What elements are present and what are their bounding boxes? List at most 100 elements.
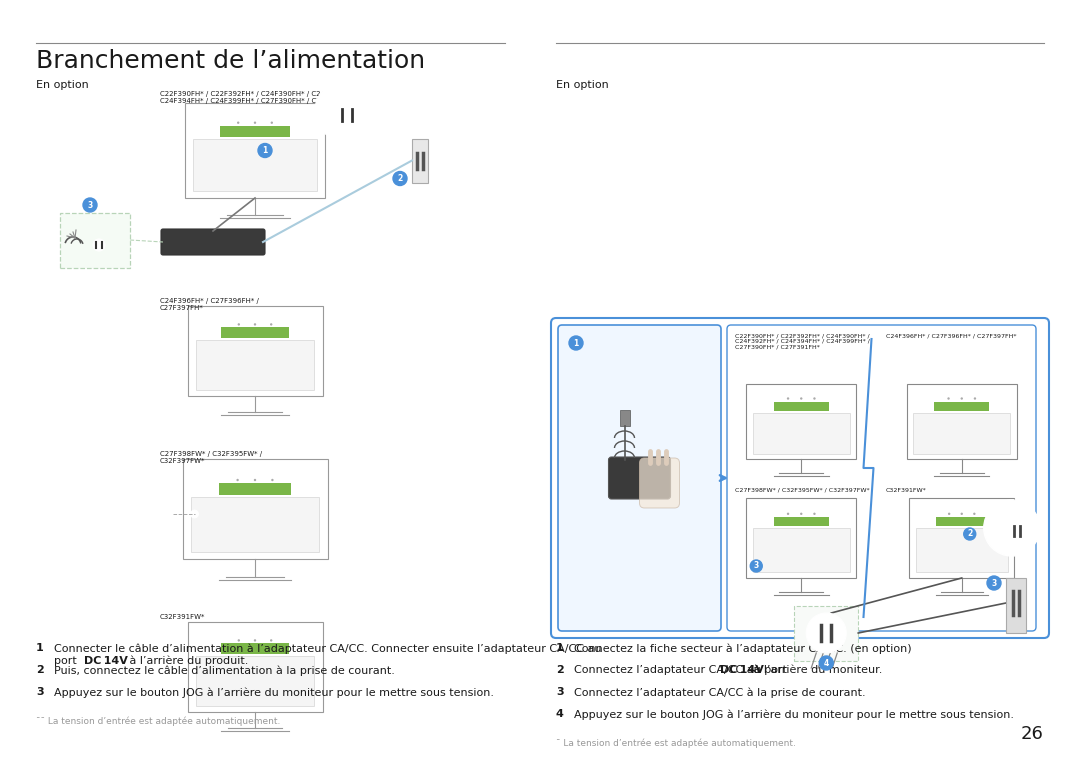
Circle shape	[238, 639, 240, 642]
Text: 4: 4	[556, 709, 564, 719]
Bar	[1005, 578, 1026, 633]
Text: Appuyez sur le bouton JOG à l’arrière du moniteur pour le mettre sous tension.: Appuyez sur le bouton JOG à l’arrière du…	[573, 709, 1014, 720]
Bar	[219, 483, 292, 495]
Text: Connectez l’adaptateur CA/CC à la prise de courant.: Connectez l’adaptateur CA/CC à la prise …	[573, 687, 866, 697]
Circle shape	[813, 398, 815, 400]
Circle shape	[83, 198, 97, 212]
Circle shape	[800, 398, 802, 400]
Text: DC 14V: DC 14V	[1000, 523, 1024, 528]
Bar	[188, 306, 323, 396]
Circle shape	[271, 479, 273, 481]
FancyBboxPatch shape	[794, 606, 859, 661]
Bar	[746, 384, 856, 459]
Text: à l’arrière du produit.: à l’arrière du produit.	[126, 656, 248, 667]
Circle shape	[807, 613, 847, 653]
Text: 3: 3	[991, 578, 997, 588]
Circle shape	[93, 239, 105, 251]
Circle shape	[800, 513, 802, 515]
FancyBboxPatch shape	[161, 229, 265, 255]
Circle shape	[238, 324, 240, 326]
Text: C22F390FH* / C22F392FH* / C24F390FH* /
C24F392FH* / C24F394FH* / C24F399FH* /
C2: C22F390FH* / C22F392FH* / C24F390FH* / C…	[735, 333, 869, 349]
Text: 26: 26	[1021, 725, 1044, 743]
Circle shape	[271, 121, 273, 124]
Bar	[773, 517, 828, 526]
Text: à l’arrière du moniteur.: à l’arrière du moniteur.	[751, 665, 882, 675]
Circle shape	[270, 639, 272, 642]
Bar	[411, 139, 428, 182]
Text: C24F396FH* / C27F396FH* / C27F397FH*: C24F396FH* / C27F396FH* / C27F397FH*	[886, 333, 1016, 338]
Text: C22F390FH* / C22F392FH* / C24F390FH* / C24F392FH* /
C24F394FH* / C24F399FH* / C2: C22F390FH* / C22F392FH* / C24F390FH* / C…	[160, 91, 360, 104]
Circle shape	[960, 513, 963, 515]
Text: ¯ La tension d’entrée est adaptée automatiquement.: ¯ La tension d’entrée est adaptée automa…	[556, 739, 796, 749]
Circle shape	[974, 398, 976, 400]
Circle shape	[168, 510, 176, 517]
FancyBboxPatch shape	[639, 458, 679, 508]
Text: 2: 2	[556, 665, 564, 675]
Circle shape	[237, 121, 240, 124]
Circle shape	[787, 513, 789, 515]
Text: 2: 2	[397, 174, 403, 183]
Text: 1: 1	[262, 146, 268, 155]
Circle shape	[963, 528, 975, 540]
Circle shape	[254, 121, 256, 124]
Text: 2: 2	[36, 665, 44, 675]
Text: C32F391FW*: C32F391FW*	[160, 614, 205, 620]
Text: 2: 2	[967, 530, 972, 539]
Bar	[753, 413, 850, 454]
Text: 3: 3	[87, 201, 93, 210]
Text: C24F396FH* / C27F396FH* /
C27F397FH*: C24F396FH* / C27F396FH* / C27F397FH*	[160, 298, 259, 311]
Circle shape	[315, 81, 375, 141]
Circle shape	[254, 324, 256, 326]
Text: 3: 3	[556, 687, 564, 697]
Bar	[753, 529, 850, 572]
Bar	[935, 517, 988, 526]
Circle shape	[960, 398, 963, 400]
Text: C32F391FW*: C32F391FW*	[886, 488, 927, 493]
Bar	[914, 413, 1010, 454]
Bar	[188, 622, 323, 712]
FancyBboxPatch shape	[558, 325, 721, 631]
Bar	[909, 498, 1014, 578]
Text: Connectez l’adaptateur CA/CC au port: Connectez l’adaptateur CA/CC au port	[573, 665, 791, 675]
Text: ¯¯ La tension d’entrée est adaptée automatiquement.: ¯¯ La tension d’entrée est adaptée autom…	[36, 717, 281, 726]
Circle shape	[393, 172, 407, 185]
Text: C27F398FW* / C32F395FW* / C32F397FW*: C27F398FW* / C32F395FW* / C32F397FW*	[735, 488, 869, 493]
Circle shape	[190, 510, 199, 518]
Text: En option: En option	[36, 80, 89, 90]
Bar	[193, 139, 316, 192]
Bar	[773, 401, 828, 410]
Circle shape	[254, 639, 256, 642]
FancyBboxPatch shape	[727, 325, 1036, 631]
Bar	[195, 340, 314, 390]
FancyBboxPatch shape	[551, 318, 1049, 638]
Bar	[195, 656, 314, 706]
Text: Connectez la fiche secteur à l’adaptateur CA/CC. (en option): Connectez la fiche secteur à l’adaptateu…	[573, 643, 912, 653]
Bar	[746, 498, 856, 578]
Text: 4: 4	[824, 658, 828, 668]
Bar	[907, 384, 1016, 459]
Circle shape	[751, 560, 762, 572]
Circle shape	[820, 656, 834, 670]
Text: Puis, connectez le câble d’alimentation à la prise de courant.: Puis, connectez le câble d’alimentation …	[54, 665, 395, 675]
Text: Connecter le câble d’alimentation à l’adaptateur CA/CC. Connecter ensuite l’adap: Connecter le câble d’alimentation à l’ad…	[54, 643, 602, 653]
Text: DC 14V: DC 14V	[84, 656, 127, 666]
Bar	[934, 401, 989, 410]
Circle shape	[984, 500, 1040, 556]
Text: 1: 1	[36, 643, 44, 653]
Text: En option: En option	[556, 80, 609, 90]
Bar	[191, 497, 319, 552]
Bar	[221, 643, 288, 654]
Text: C27F398FW* / C32F395FW* /
C32F397FW*: C27F398FW* / C32F395FW* / C32F397FW*	[160, 451, 262, 464]
Bar	[221, 327, 288, 338]
Bar	[183, 459, 327, 559]
Bar	[185, 103, 325, 198]
Circle shape	[987, 576, 1001, 590]
Circle shape	[947, 398, 949, 400]
Text: 1: 1	[573, 339, 579, 347]
Bar	[620, 410, 630, 426]
Circle shape	[254, 479, 256, 481]
Text: port: port	[54, 656, 80, 666]
Text: 1: 1	[556, 643, 564, 653]
Text: DC 14V: DC 14V	[720, 665, 764, 675]
Text: DC 14V: DC 14V	[332, 106, 357, 112]
